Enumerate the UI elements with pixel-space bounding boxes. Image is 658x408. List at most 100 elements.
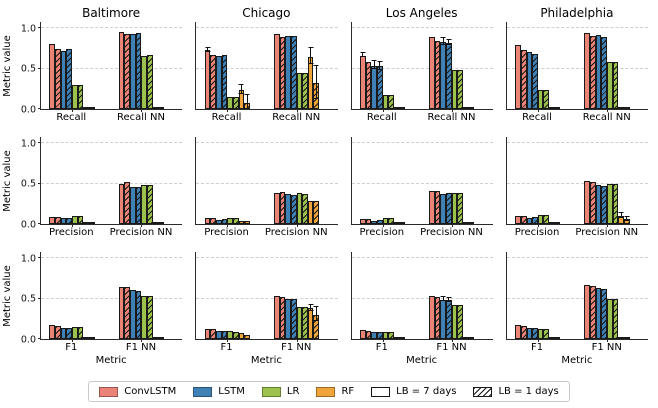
y-tick-label: 0.0 <box>20 334 36 345</box>
subplot-philadelphia-precision: Precision Precision NN <box>505 137 648 240</box>
gridline <box>351 257 493 259</box>
x-tick-label: Precision <box>48 227 94 238</box>
x-tick-mark <box>141 339 143 342</box>
bar-lstm-lb7 <box>60 327 67 339</box>
bar-group <box>515 22 561 109</box>
bar-lr-lb1 <box>77 215 84 224</box>
bar-group <box>118 137 164 224</box>
x-axis-label: Metric <box>406 355 438 366</box>
y-tick-mark <box>38 338 41 339</box>
plot-area <box>505 22 648 112</box>
bar-convlstm-lb1 <box>590 182 596 224</box>
x-tick-label: F1 NN <box>436 342 467 353</box>
x-tick-mark <box>451 109 453 112</box>
bar-group <box>584 22 630 109</box>
plot-area <box>350 252 493 342</box>
bar-convlstm-lb7 <box>429 37 435 109</box>
bar-convlstm-lb1 <box>279 36 286 109</box>
gridline <box>506 142 648 144</box>
bar-rf-lb7 <box>238 220 245 224</box>
bar-group <box>118 22 164 109</box>
bar-convlstm-lb1 <box>210 329 216 339</box>
x-tick-label: F1 NN <box>281 342 312 353</box>
y-tick-mark <box>38 223 41 224</box>
plot-area: 0.0 0.5 1.0 <box>21 22 183 115</box>
plot-area <box>350 137 493 227</box>
error-bar <box>446 296 452 302</box>
subplot-row-recall: Metric value 0.0 0.5 1.0 Recall Recall NN Reca… <box>0 22 658 125</box>
bar-lstm-lb1 <box>290 298 297 339</box>
bar-group <box>273 137 320 224</box>
bar-lstm-lb7 <box>595 185 602 224</box>
bar-rf-lb1 <box>244 220 250 224</box>
x-tick-row: F1 F1 NN <box>40 340 182 355</box>
bar-convlstm-lb1 <box>365 330 372 339</box>
subplot-chicago-f1: F1 F1 NN Metric <box>195 252 338 369</box>
x-tick-mark <box>296 339 298 342</box>
x-tick-mark <box>72 224 74 227</box>
bar-rf-lb1 <box>554 337 561 339</box>
gridline <box>41 67 183 69</box>
bar-lr-lb7 <box>72 84 78 109</box>
bar-lstm-lb1 <box>135 186 142 224</box>
legend-swatch-fill-icon <box>261 386 281 397</box>
bar-lr-lb7 <box>382 218 389 224</box>
subplot-title: Los Angeles <box>385 6 458 20</box>
y-tick-label: 1.0 <box>20 23 36 35</box>
bar-rf-lb1 <box>399 107 406 109</box>
subplot-chicago-recall: Recall Recall NN <box>195 22 338 125</box>
bar-lr-lb1 <box>543 215 550 224</box>
bar-lstm-lb7 <box>440 194 447 224</box>
bar-group <box>273 252 320 339</box>
bar-convlstm-lb1 <box>210 218 216 224</box>
y-tick-mark <box>38 182 41 184</box>
bar-lstm-lb7 <box>526 51 533 109</box>
bar-lstm-lb7 <box>371 331 377 339</box>
y-tick-label: 1.0 <box>20 138 36 150</box>
bar-convlstm-lb1 <box>590 35 596 109</box>
gridline <box>196 27 338 29</box>
bar-lstm-lb1 <box>66 217 73 224</box>
bar-lstm-lb1 <box>66 49 73 109</box>
legend-label: RF <box>341 386 355 397</box>
legend-label: ConvLSTM <box>124 386 177 397</box>
bar-lstm-lb1 <box>601 36 608 109</box>
bar-rf-lb1 <box>554 222 561 224</box>
bar-lstm-lb1 <box>221 219 228 224</box>
x-tick-mark <box>141 109 143 112</box>
bar-lstm-lb1 <box>532 216 538 224</box>
plot-area <box>505 137 648 227</box>
plot-area <box>505 252 648 342</box>
bar-rf-lb7 <box>152 337 159 339</box>
bar-rf-lb1 <box>623 107 630 109</box>
bar-lstm-lb1 <box>446 193 452 224</box>
x-tick-mark <box>537 339 539 342</box>
bar-lr-lb1 <box>232 331 239 339</box>
bar-lr-lb1 <box>543 328 550 339</box>
x-tick-label: F1 <box>65 342 78 353</box>
x-tick-label: Precision NN <box>575 227 639 238</box>
gridline <box>196 182 338 184</box>
gridline <box>41 182 183 184</box>
subplot-los-angeles-recall: Recall Recall NN <box>350 22 493 125</box>
error-bar <box>205 46 211 52</box>
subplot-philadelphia-recall: Recall Recall NN <box>505 22 648 125</box>
bar-lstm-lb1 <box>601 289 608 339</box>
y-tick-mark <box>38 67 41 69</box>
legend-label: LB = 1 days <box>498 386 559 397</box>
gridline <box>196 142 338 144</box>
bar-convlstm-lb7 <box>273 296 280 339</box>
x-tick-mark <box>451 339 453 342</box>
error-bar <box>313 306 319 322</box>
bar-lstm-lb7 <box>595 34 602 109</box>
gridline <box>41 257 183 259</box>
x-tick-row: Precision Precision NN <box>195 225 337 240</box>
bar-convlstm-lb1 <box>210 55 216 109</box>
bar-lr-lb7 <box>537 328 544 339</box>
bar-convlstm-lb7 <box>359 330 366 339</box>
bar-convlstm-lb7 <box>584 285 591 339</box>
bar-lr-lb7 <box>537 89 544 109</box>
subplot-philadelphia-f1: F1 F1 NN Metric <box>505 252 648 369</box>
bar-lstm-lb1 <box>532 54 538 109</box>
subplot-row-precision: Metric value 0.0 0.5 1.0 Precision Precision … <box>0 137 658 240</box>
